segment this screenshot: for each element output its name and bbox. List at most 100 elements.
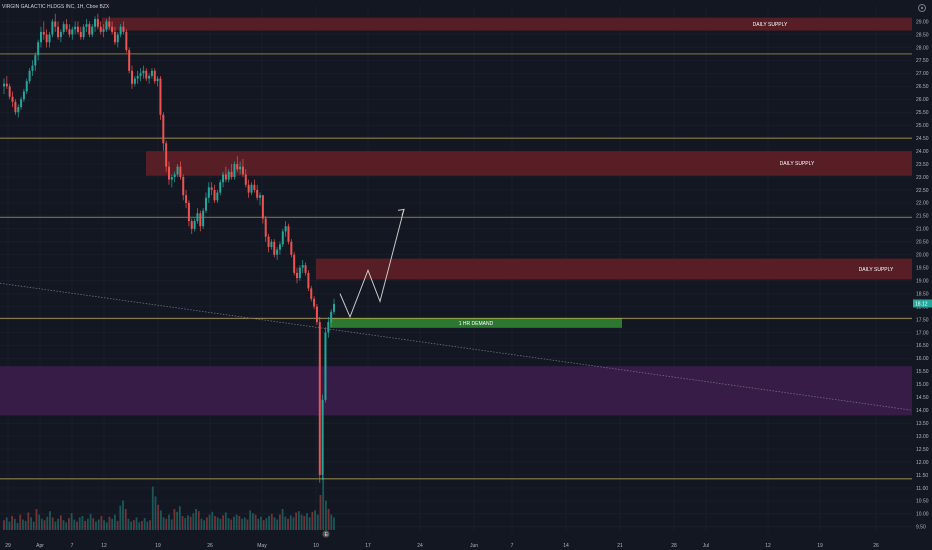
candle-body bbox=[185, 195, 188, 203]
time-tick-label: 17 bbox=[365, 543, 371, 549]
price-tick-label: 20.00 bbox=[916, 253, 929, 259]
candle bbox=[34, 52, 37, 71]
candle bbox=[20, 96, 23, 110]
candle bbox=[241, 158, 244, 178]
time-tick-label: 7 bbox=[511, 543, 514, 549]
price-tick-label: 18.50 bbox=[916, 291, 929, 297]
time-tick-label: Jun bbox=[470, 543, 478, 549]
volume-bar bbox=[157, 504, 160, 530]
price-tick-label: 17.00 bbox=[916, 330, 929, 336]
price-tick-label: 25.50 bbox=[916, 110, 929, 116]
purple-zone[interactable] bbox=[0, 366, 912, 416]
volume-bar bbox=[68, 518, 70, 530]
candle-body bbox=[48, 34, 51, 43]
candle bbox=[182, 174, 185, 201]
volume-bar bbox=[197, 511, 200, 530]
candle bbox=[131, 65, 134, 89]
volume-bar bbox=[173, 509, 176, 530]
time-axis[interactable]: 29 Apr 7 12 19 26 May 10 17 24 Jun 7 14 21 28 Jul 12 19 26 bbox=[5, 543, 879, 549]
volume-bar bbox=[238, 516, 241, 530]
candle bbox=[45, 29, 48, 48]
candle bbox=[253, 179, 256, 193]
price-tick-label: 29.00 bbox=[916, 19, 929, 25]
candle bbox=[71, 26, 74, 40]
candle-body bbox=[170, 177, 173, 180]
candle bbox=[17, 104, 20, 118]
volume-bar bbox=[295, 512, 298, 530]
supply-zone[interactable] bbox=[316, 258, 912, 280]
candle-body bbox=[273, 241, 276, 255]
candle bbox=[65, 18, 68, 32]
candle-body bbox=[193, 221, 196, 229]
candle bbox=[219, 179, 222, 196]
time-tick-label: 19 bbox=[155, 543, 161, 549]
time-tick-label: 19 bbox=[817, 543, 823, 549]
volume-bar bbox=[116, 520, 119, 530]
candle bbox=[176, 164, 179, 178]
price-tick-label: 23.50 bbox=[916, 162, 929, 168]
trendline[interactable] bbox=[0, 282, 913, 411]
volume-bar bbox=[235, 514, 238, 530]
current-price-label: 18.12 bbox=[915, 301, 928, 307]
candle-body bbox=[213, 189, 216, 201]
candle-body bbox=[304, 265, 307, 273]
supply-zone[interactable] bbox=[146, 151, 912, 176]
candle-body bbox=[301, 265, 304, 268]
zone-label: DAILY SUPPLY bbox=[753, 22, 788, 28]
price-tick-label: 10.50 bbox=[916, 499, 929, 505]
price-tick-label: 22.50 bbox=[916, 188, 929, 194]
volume-bar bbox=[108, 516, 111, 530]
candle bbox=[3, 78, 5, 95]
volume-bar bbox=[76, 521, 78, 530]
chart-title: VIRGIN GALACTIC HLDGS INC, 1H, Cboe BZX bbox=[2, 4, 110, 10]
volume-bar bbox=[219, 518, 222, 530]
price-zones: DAILY SUPPLY DAILY SUPPLY DAILY SUPPLY 1 HR… bbox=[0, 17, 912, 416]
price-tick-label: 11.00 bbox=[916, 486, 928, 492]
candle bbox=[307, 270, 310, 292]
volume-bar bbox=[316, 514, 319, 530]
candle bbox=[327, 316, 330, 338]
price-tick-label: 19.00 bbox=[916, 278, 929, 284]
candle bbox=[168, 161, 170, 185]
candle-body bbox=[71, 29, 74, 35]
dotted-trendline[interactable] bbox=[0, 282, 913, 411]
volume-bar bbox=[135, 517, 138, 530]
volume-bar bbox=[308, 517, 311, 530]
candle bbox=[88, 21, 91, 38]
demand-zone[interactable] bbox=[330, 318, 622, 328]
time-tick-label: Apr bbox=[36, 543, 44, 549]
price-axis[interactable]: 29.00 28.50 28.00 27.50 27.00 26.50 26.00 25.50… bbox=[913, 19, 932, 531]
candle bbox=[170, 174, 173, 188]
volume-bar bbox=[303, 516, 306, 530]
current-price-tag[interactable] bbox=[913, 299, 932, 308]
settings-icon[interactable] bbox=[918, 4, 926, 12]
projection-arrowhead[interactable] bbox=[397, 208, 405, 216]
candle-body bbox=[51, 21, 54, 35]
candle-body bbox=[150, 70, 153, 76]
candle bbox=[276, 246, 279, 260]
projection-line[interactable] bbox=[339, 209, 405, 319]
price-tick-label: 24.00 bbox=[916, 149, 929, 155]
event-marker[interactable]: E bbox=[322, 530, 330, 538]
candle-body bbox=[253, 184, 256, 190]
volume-bar bbox=[127, 518, 130, 530]
candle-body bbox=[187, 202, 190, 222]
volume-bar bbox=[141, 520, 143, 530]
candle-body bbox=[267, 236, 270, 247]
candle bbox=[85, 18, 88, 32]
candle-body bbox=[207, 187, 210, 198]
volume-bar bbox=[143, 518, 146, 530]
projection-path[interactable] bbox=[339, 208, 405, 319]
volume-bar bbox=[57, 518, 59, 530]
candle-body bbox=[94, 18, 97, 27]
candle-body bbox=[116, 34, 119, 43]
price-tick-label: 20.50 bbox=[916, 240, 929, 246]
candle-body bbox=[102, 29, 105, 32]
volume-bar bbox=[30, 517, 32, 530]
volume-bar bbox=[243, 517, 246, 530]
supply-zone[interactable] bbox=[102, 17, 912, 31]
volume-bar bbox=[276, 519, 279, 530]
candle bbox=[233, 161, 236, 180]
candle-body bbox=[156, 78, 159, 82]
